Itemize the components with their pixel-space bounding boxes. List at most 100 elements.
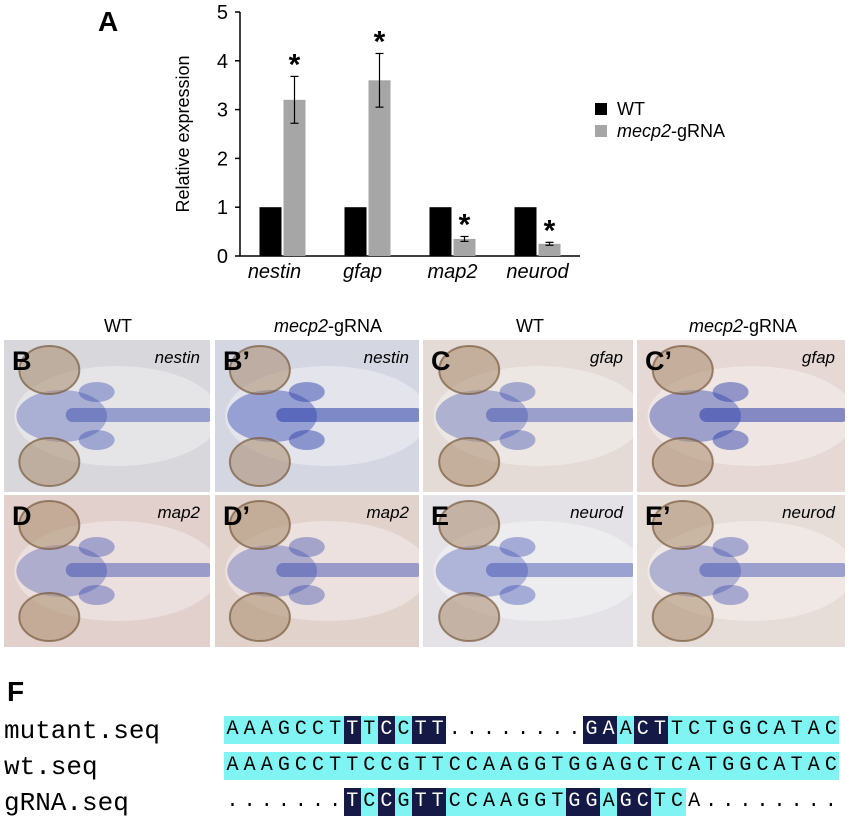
sequence-base: C [634, 788, 652, 816]
sequence-base: T [651, 716, 669, 744]
bar-mecp2-nestin [283, 99, 306, 256]
sequence-base: . [448, 718, 461, 741]
sequence-base: T [360, 716, 378, 744]
sequence-base: G [719, 716, 737, 744]
sequence-base: T [412, 752, 430, 780]
sequence-base: G [617, 788, 635, 816]
sequence-base: T [412, 788, 430, 816]
sequence-base: T [412, 716, 430, 744]
sequence-base: . [517, 718, 530, 741]
embryo-image-tile: C’ gfap [637, 340, 845, 492]
sequence-base: T [651, 752, 669, 780]
sequence-base: . [807, 790, 820, 813]
sequence-base: C [360, 752, 378, 780]
y-axis-label: Relative expression [173, 55, 193, 212]
y-tick-label: 5 [217, 2, 228, 24]
chart-legend: WT mecp2-gRNA [595, 97, 815, 157]
seq-label-grna: gRNA.seq [4, 788, 129, 818]
column-header-2: mecp2-gRNA [273, 316, 383, 336]
sequence-base: A [480, 752, 498, 780]
sequence-base: G [394, 788, 413, 816]
embryo-drawing [433, 345, 633, 487]
sequence-base: T [702, 752, 720, 780]
tile-panel-letter: B’ [223, 346, 250, 376]
sequence-base: A [805, 716, 823, 744]
sequence-base: G [394, 752, 413, 780]
sequence-base: C [822, 716, 840, 744]
sequence-base: T [429, 716, 447, 744]
tile-gene-label: map2 [157, 503, 200, 522]
sequence-base: A [617, 716, 635, 744]
sequence-base: . [482, 718, 495, 741]
sequence-base: . [739, 790, 752, 813]
legend-swatch-mecp2 [595, 125, 607, 137]
sequence-base: . [226, 790, 239, 813]
sequence-base: . [756, 790, 769, 813]
sequence-base: . [277, 790, 290, 813]
sequence-base: C [377, 752, 395, 780]
sequence-base: T [343, 788, 361, 816]
y-tick-label: 0 [217, 246, 228, 268]
sequence-base: C [446, 752, 464, 780]
bar-wt-map2 [429, 207, 452, 256]
sequence-base: A [258, 716, 276, 744]
tile-panel-letter: D [12, 501, 32, 531]
sequence-base: . [465, 718, 478, 741]
sequence-base: C [292, 752, 310, 780]
sequence-base: G [582, 788, 601, 816]
sequence-base: A [771, 716, 789, 744]
tile-gene-label: gfap [589, 348, 623, 367]
legend-item-wt: WT [595, 97, 645, 121]
sequence-base: C [634, 752, 652, 780]
sequence-base: C [634, 716, 652, 744]
column-header-4: mecp2-gRNA [688, 316, 798, 336]
tile-panel-letter: E [431, 501, 450, 531]
sequence-base: G [736, 752, 754, 780]
significance-star: * [289, 48, 301, 81]
sequence-base: T [548, 752, 566, 780]
sequence-base: G [514, 788, 532, 816]
sequence-base: . [329, 790, 342, 813]
panel-f-letter: F [7, 676, 25, 707]
sequence-base: G [582, 716, 601, 744]
bar-wt-gfap [344, 207, 367, 256]
embryo-drawing [647, 500, 845, 642]
sequence-base: T [788, 716, 806, 744]
bar-chart: 0 1 2 3 4 5 Relative expression * nestin * gfap * ma… [173, 2, 580, 283]
sequence-base: C [668, 788, 686, 816]
sequence-base: A [685, 752, 703, 780]
legend-label-rest: -gRNA [671, 120, 726, 141]
sequence-base: . [722, 790, 735, 813]
sequence-base: T [702, 716, 720, 744]
sequence-base: C [377, 716, 395, 744]
tile-gene-label: map2 [366, 503, 409, 522]
legend-label-italic: mecp2 [617, 120, 672, 141]
sequence-base: T [326, 752, 344, 780]
tile-panel-letter: C’ [645, 346, 672, 376]
sequence-base: G [582, 752, 601, 780]
seq-label-wt: wt.seq [4, 752, 98, 782]
sequence-base: C [463, 788, 481, 816]
sequence-base: C [309, 752, 327, 780]
sequence-base: C [685, 716, 703, 744]
bar-wt-nestin [259, 207, 282, 256]
x-category-label: neurod [506, 261, 569, 283]
embryo-drawing [225, 500, 419, 642]
sequence-base: C [360, 788, 378, 816]
tile-panel-letter: D’ [223, 501, 250, 531]
x-category-label: map2 [427, 261, 477, 283]
sequence-base: . [705, 790, 718, 813]
sequence-base: C [668, 752, 686, 780]
sequence-base: G [736, 716, 754, 744]
sequence-base: A [241, 716, 259, 744]
sequence-base: A [497, 788, 515, 816]
sequence-base: T [429, 788, 447, 816]
tile-gene-label: gfap [801, 348, 835, 367]
sequence-base: G [531, 788, 549, 816]
sequence-base: G [617, 752, 635, 780]
legend-label-mecp2: mecp2-gRNA [617, 121, 725, 142]
